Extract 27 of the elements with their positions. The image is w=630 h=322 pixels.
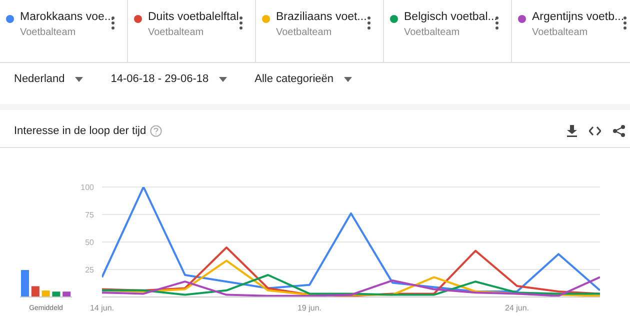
legend-label: Braziliaans voet...: [276, 11, 367, 23]
bar: [62, 292, 71, 297]
x-tick-label: 24 jun.: [504, 304, 530, 313]
text: Alle categorieën: [254, 73, 334, 85]
legend-label: Duits voetbalelftal: [148, 11, 239, 23]
legend-label: Marokkaans voe...: [20, 11, 114, 23]
legend-label: Belgisch voetbal...: [404, 11, 498, 23]
y-tick-label: 100: [80, 182, 95, 192]
text: Voetbalteam: [532, 27, 588, 38]
x-tick-label: 14 jun.: [90, 304, 114, 313]
bar: [52, 292, 60, 297]
bar: [42, 290, 50, 297]
bar: [31, 286, 40, 297]
chart-title: Interesse in de loop der tijd: [14, 125, 146, 137]
line-series: [102, 187, 600, 292]
y-tick-label: 75: [85, 210, 95, 220]
text: Nederland: [14, 73, 66, 85]
legend-label: Argentijns voetb...: [532, 11, 624, 23]
text: Voetbalteam: [20, 27, 76, 38]
text: Voetbalteam: [404, 27, 460, 38]
y-tick-label: 50: [85, 238, 95, 247]
text: Voetbalteam: [148, 27, 204, 38]
bar: [21, 270, 29, 297]
text: Voetbalteam: [276, 27, 332, 38]
text: 14-06-18 - 29-06-18: [110, 73, 210, 85]
y-tick-label: 25: [85, 265, 95, 274]
x-tick-label: 19 jun.: [297, 304, 322, 313]
